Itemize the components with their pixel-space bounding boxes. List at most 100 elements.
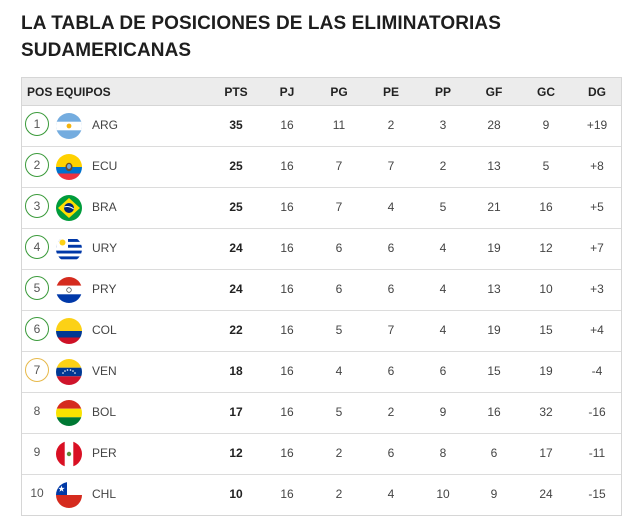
- table-row[interactable]: 9 PER 12 16 2 6 8 6 17 -11: [22, 433, 621, 474]
- cell-gc: 19: [539, 364, 553, 378]
- position-badge: 5: [25, 276, 49, 300]
- team-code: VEN: [92, 364, 117, 378]
- cell-pg: 11: [332, 118, 346, 132]
- table-row[interactable]: 10 CHL 10 16 2 4 10 9 24 -15: [22, 474, 621, 515]
- team-code: BOL: [92, 405, 117, 419]
- header-dg: DG: [588, 85, 606, 99]
- header-pj: PJ: [279, 85, 295, 99]
- cell-pj: 16: [280, 282, 294, 296]
- header-gc: GC: [537, 85, 555, 99]
- table-header: POS EQUIPOS PTS PJ PG PE PP GF GC DG: [22, 78, 621, 106]
- team-code: PRY: [92, 282, 117, 296]
- cell-pe: 6: [387, 282, 395, 296]
- table-row[interactable]: 3 BRA 25 16 7 4 5 21 16 +5: [22, 187, 621, 228]
- cell-pp: 2: [439, 159, 447, 173]
- cell-dg: +19: [586, 118, 608, 132]
- uruguay-flag-icon: [56, 236, 82, 262]
- cell-pj: 16: [280, 405, 294, 419]
- cell-gf: 13: [487, 282, 501, 296]
- standings-table: POS EQUIPOS PTS PJ PG PE PP GF GC DG 1 AR…: [21, 77, 622, 516]
- cell-dg: +8: [590, 159, 604, 173]
- paraguay-flag-icon: [56, 277, 82, 303]
- cell-pg: 6: [335, 241, 343, 255]
- cell-gf: 9: [490, 487, 498, 501]
- cell-pe: 6: [387, 364, 395, 378]
- cell-pp: 6: [439, 364, 447, 378]
- cell-pe: 4: [387, 487, 395, 501]
- header-pg: PG: [330, 85, 348, 99]
- cell-pp: 4: [439, 323, 447, 337]
- table-row[interactable]: 7 VEN 18 16 4 6 6 15 19 -4: [22, 351, 621, 392]
- table-row[interactable]: 6 COL 22 16 5 7 4 19 15 +4: [22, 310, 621, 351]
- cell-pts: 35: [229, 118, 243, 132]
- cell-pp: 4: [439, 282, 447, 296]
- team-code: URY: [92, 241, 118, 255]
- cell-gf: 16: [487, 405, 501, 419]
- cell-gc: 17: [539, 446, 553, 460]
- cell-gf: 6: [490, 446, 498, 460]
- cell-pg: 2: [335, 487, 343, 501]
- header-pos: POS: [27, 85, 53, 99]
- chile-flag-icon: [56, 482, 82, 508]
- cell-gf: 13: [487, 159, 501, 173]
- cell-pj: 16: [280, 159, 294, 173]
- cell-dg: -16: [588, 405, 606, 419]
- cell-pts: 25: [229, 159, 243, 173]
- cell-pts: 10: [229, 487, 243, 501]
- cell-pj: 16: [280, 446, 294, 460]
- cell-dg: +7: [590, 241, 604, 255]
- cell-pg: 7: [335, 159, 343, 173]
- cell-dg: +4: [590, 323, 604, 337]
- position-badge: 6: [25, 317, 49, 341]
- header-pp: PP: [434, 85, 451, 99]
- cell-gc: 5: [542, 159, 550, 173]
- cell-pg: 5: [335, 323, 343, 337]
- position-badge: 4: [25, 235, 49, 259]
- cell-pg: 2: [335, 446, 343, 460]
- position-badge: 1: [25, 112, 49, 136]
- team-code: CHL: [92, 487, 117, 501]
- cell-gc: 24: [539, 487, 553, 501]
- cell-pts: 25: [229, 200, 243, 214]
- cell-pe: 6: [387, 446, 395, 460]
- position-badge: 3: [25, 194, 49, 218]
- cell-dg: +3: [590, 282, 604, 296]
- cell-dg: -11: [588, 446, 606, 460]
- cell-pp: 4: [439, 241, 447, 255]
- peru-flag-icon: [56, 441, 82, 467]
- cell-pj: 16: [280, 241, 294, 255]
- cell-pj: 16: [280, 487, 294, 501]
- cell-dg: +5: [590, 200, 604, 214]
- cell-pj: 16: [280, 364, 294, 378]
- position-badge: 10: [30, 486, 44, 500]
- table-row[interactable]: 8 BOL 17 16 5 2 9 16 32 -16: [22, 392, 621, 433]
- venezuela-flag-icon: [56, 359, 82, 385]
- cell-pp: 9: [439, 405, 447, 419]
- table-row[interactable]: 5 PRY 24 16 6 6 4 13 10 +3: [22, 269, 621, 310]
- cell-pe: 4: [387, 200, 395, 214]
- table-row[interactable]: 1 ARG 35 16 11 2 3 28 9 +19: [22, 106, 621, 146]
- cell-pts: 18: [229, 364, 243, 378]
- cell-pe: 7: [387, 323, 395, 337]
- cell-pe: 6: [387, 241, 395, 255]
- cell-gc: 12: [539, 241, 553, 255]
- cell-pe: 2: [387, 405, 395, 419]
- cell-pg: 4: [335, 364, 343, 378]
- header-pe: PE: [382, 85, 399, 99]
- position-badge: 7: [25, 358, 49, 382]
- colombia-flag-icon: [56, 318, 82, 344]
- cell-pts: 12: [229, 446, 243, 460]
- table-row[interactable]: 4 URY 24 16 6 6 4 19 12 +7: [22, 228, 621, 269]
- cell-gf: 15: [487, 364, 501, 378]
- header-gf: GF: [485, 85, 503, 99]
- cell-gf: 21: [487, 200, 501, 214]
- cell-gf: 19: [487, 323, 501, 337]
- page-title: LA TABLA DE POSICIONES DE LAS ELIMINATOR…: [21, 13, 502, 61]
- team-code: BRA: [92, 200, 117, 214]
- team-code: ECU: [92, 159, 118, 173]
- cell-pp: 10: [436, 487, 450, 501]
- bolivia-flag-icon: [56, 400, 82, 426]
- cell-gc: 9: [542, 118, 550, 132]
- table-row[interactable]: 2 ECU 25 16 7 7 2 13 5 +8: [22, 146, 621, 187]
- cell-pg: 6: [335, 282, 343, 296]
